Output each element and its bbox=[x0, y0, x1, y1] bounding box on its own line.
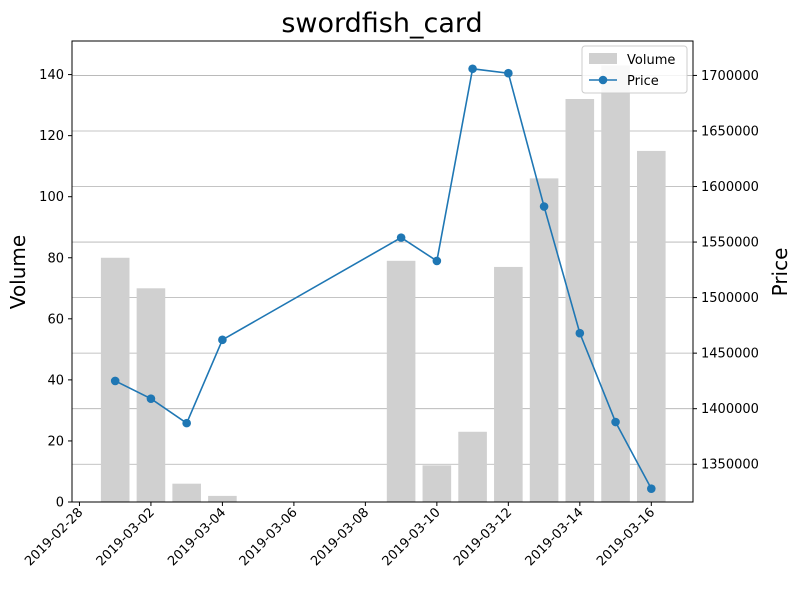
price-point bbox=[575, 328, 585, 338]
y-axis-right: 1350000 1400000 1450000 1500000 1550000 16000… bbox=[693, 69, 759, 473]
y-left-tick-label: 100 bbox=[39, 190, 64, 205]
price-point bbox=[182, 418, 191, 428]
x-tick-label: 2019-03-04 bbox=[165, 505, 229, 569]
volume-bar bbox=[637, 150, 666, 502]
volume-bar bbox=[208, 495, 237, 502]
volume-bar bbox=[172, 483, 201, 502]
y-right-tick-label: 1500000 bbox=[701, 291, 759, 306]
price-line-layer bbox=[110, 64, 656, 493]
x-tick-label: 2019-03-06 bbox=[237, 505, 301, 569]
y-right-tick-label: 1450000 bbox=[701, 347, 759, 362]
x-tick-label: 2019-02-28 bbox=[22, 505, 86, 569]
x-axis: 2019-02-28 2019-03-02 2019-03-04 2019-03-06… bbox=[22, 502, 658, 569]
price-point bbox=[432, 256, 442, 266]
y-left-tick-label: 140 bbox=[39, 68, 64, 83]
price-point bbox=[611, 417, 620, 427]
y-right-tick-label: 1600000 bbox=[701, 180, 759, 195]
y-left-tick-label: 120 bbox=[39, 129, 64, 144]
plot-frame bbox=[71, 40, 694, 503]
price-line bbox=[114, 67, 653, 490]
y-right-tick-label: 1350000 bbox=[701, 458, 759, 473]
volume-bar bbox=[529, 178, 559, 503]
y-left-tick-label: 80 bbox=[47, 251, 64, 266]
price-point bbox=[539, 202, 549, 211]
grid bbox=[72, 75, 693, 465]
y-left-tick-label: 60 bbox=[47, 312, 64, 327]
y-axis-left: 0 20 40 60 80 100 120 140 bbox=[39, 68, 72, 511]
volume-bar bbox=[458, 431, 487, 502]
y-axis-left-label: Volume bbox=[6, 235, 30, 309]
y-axis-right-label: Price bbox=[768, 248, 792, 297]
price-point bbox=[647, 484, 656, 493]
y-right-tick-label: 1400000 bbox=[701, 402, 759, 417]
y-right-tick-label: 1700000 bbox=[701, 69, 759, 84]
legend-volume-label: Volume bbox=[627, 53, 675, 68]
x-tick-label: 2019-03-12 bbox=[451, 505, 515, 569]
y-right-tick-label: 1550000 bbox=[701, 236, 759, 251]
legend-price-label: Price bbox=[627, 74, 659, 89]
price-point bbox=[396, 233, 406, 242]
legend-volume-swatch bbox=[589, 53, 617, 64]
price-point bbox=[218, 335, 227, 345]
y-left-tick-label: 20 bbox=[47, 434, 64, 449]
legend: Volume Price bbox=[581, 45, 688, 94]
y-left-tick-label: 0 bbox=[56, 496, 64, 511]
x-tick-label: 2019-03-16 bbox=[594, 505, 658, 569]
legend-price-marker bbox=[598, 75, 608, 85]
price-point bbox=[146, 394, 156, 403]
x-tick-label: 2019-03-14 bbox=[523, 505, 587, 569]
x-tick-label: 2019-03-10 bbox=[380, 505, 444, 569]
volume-bar bbox=[386, 260, 416, 502]
y-right-tick-label: 1650000 bbox=[701, 124, 759, 139]
price-point bbox=[504, 68, 513, 78]
price-point bbox=[110, 376, 120, 386]
y-left-tick-label: 40 bbox=[47, 373, 64, 388]
price-point bbox=[468, 64, 477, 74]
volume-bar bbox=[601, 65, 630, 503]
volume-bar bbox=[494, 266, 523, 502]
chart-title: swordfish_card bbox=[281, 8, 482, 39]
x-tick-label: 2019-03-08 bbox=[308, 505, 372, 569]
x-tick-label: 2019-03-02 bbox=[94, 505, 158, 569]
volume-bar bbox=[422, 465, 452, 502]
